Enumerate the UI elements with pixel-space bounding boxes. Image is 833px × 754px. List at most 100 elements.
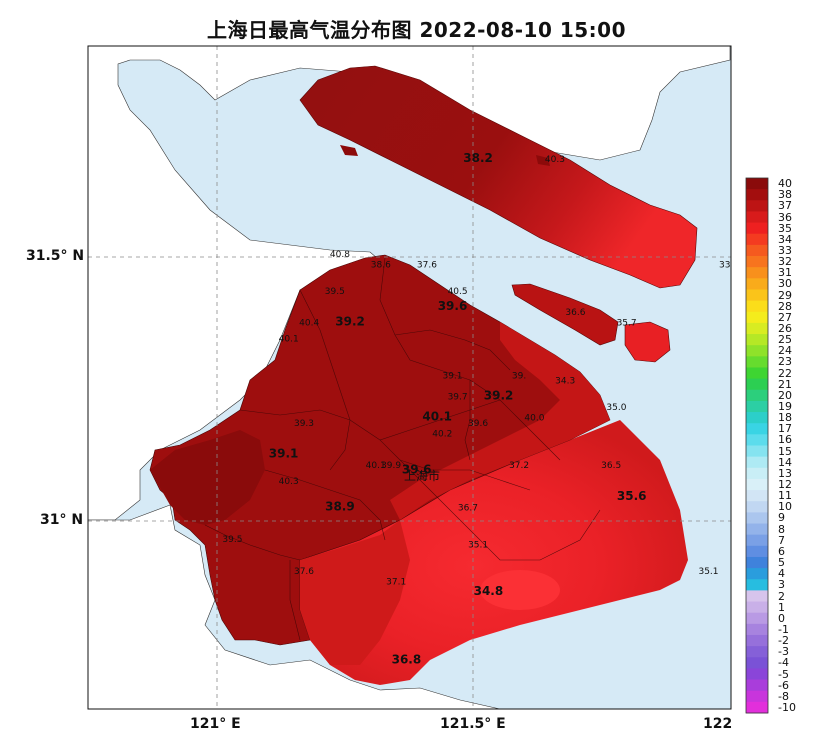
station-label: 40.4 (299, 319, 319, 329)
colorbar-cell (746, 289, 768, 302)
outside-land-north (88, 46, 731, 521)
lat-label-31: 31° N (40, 512, 84, 528)
colorbar-cell (746, 501, 768, 513)
station-label: 36.5 (601, 461, 621, 471)
colorbar-tick-label: 6 (778, 544, 785, 558)
colorbar-cell (746, 345, 768, 357)
station-label: 38.6 (371, 261, 391, 271)
station-label: 39.6 (468, 419, 488, 429)
station-label: 36.7 (458, 503, 478, 513)
colorbar-cell (746, 590, 768, 602)
station-labels: 38.2 40.3 33.7 40.8 38.6 37.6 40.5 39.5 39.2 39.6… (222, 151, 739, 667)
station-label: 39.3 (294, 419, 314, 429)
changxing-island (511, 283, 619, 346)
colorbar-tick-label: 26 (778, 322, 792, 335)
station-label: 39.6 (438, 299, 468, 313)
colorbar-cell (746, 556, 768, 569)
colorbar-frame (745, 177, 769, 714)
colorbar-tick-label: -6 (778, 678, 789, 692)
colorbar-tick-label: 15 (778, 444, 792, 458)
colorbar-cell (746, 211, 768, 223)
map-area: 上海市 38.2 40.3 33.7 40.8 38.6 37.6 40.5 39.5 39.2… (88, 46, 739, 709)
district-boundaries (204, 257, 601, 641)
colorbar-cell (746, 278, 768, 290)
station-label: 36.6 (565, 308, 585, 318)
colorbar-tick-label: 19 (778, 400, 792, 413)
colorbar-cell (746, 311, 768, 324)
station-label: 40.2 (432, 430, 452, 440)
station-label: 37.1 (386, 577, 406, 587)
map-title: 上海日最高气温分布图 2022-08-10 15:00 (206, 18, 627, 42)
colorbar-tick-label: 21 (778, 377, 792, 391)
colorbar-tick-label: 32 (778, 255, 792, 269)
colorbar-tick-label: 1 (778, 600, 785, 614)
station-label: 39.1 (269, 447, 299, 461)
lon-label-122: 122 (703, 716, 733, 732)
station-label: 39. (512, 371, 526, 381)
station-label: 40.1 (279, 335, 299, 345)
colorbar-cell (746, 300, 768, 313)
colorbar-cell (746, 490, 768, 502)
colorbar-tick-label: 38 (778, 188, 792, 202)
colorbar-cell (746, 512, 768, 524)
colorbar-tick-label: 25 (778, 333, 792, 347)
colorbar-cell (746, 233, 768, 246)
colorbar-cell (746, 478, 768, 491)
station-label: 37.2 (509, 461, 529, 471)
colorbar-tick-label: 30 (778, 277, 792, 291)
mainland-band-east (390, 322, 610, 520)
station-label: 40.8 (330, 250, 350, 260)
colorbar-cell (746, 568, 768, 580)
station-label: 34.3 (555, 377, 575, 387)
colorbar-cell (746, 256, 768, 268)
colorbar-tick-label: -5 (778, 667, 789, 681)
colorbar-tick-label: 14 (778, 455, 792, 469)
colorbar-tick-label: 2 (778, 589, 785, 603)
colorbar-cell (746, 523, 768, 536)
colorbar-tick-label: 29 (778, 288, 792, 302)
map-frame (87, 45, 732, 710)
colorbar-tick-label: 28 (778, 299, 792, 313)
station-label: 39.7 (448, 393, 468, 403)
lon-label-121-5: 121.5° E (440, 716, 506, 732)
colorbar-tick-label: 3 (778, 578, 785, 592)
colorbar-tick-label: 35 (778, 221, 792, 235)
station-label: 38.2 (463, 151, 493, 165)
colorbar-cell (746, 222, 768, 235)
colorbar-tick-label: 20 (778, 388, 792, 402)
station-label: 40.1 (366, 461, 386, 471)
station-label: 34.8 (474, 584, 504, 598)
colorbar-tick-label: 5 (778, 556, 785, 569)
station-label: 38.9 (325, 499, 355, 513)
colorbar-cell (746, 356, 768, 368)
station-label: 40.5 (448, 287, 468, 297)
colorbar-tick-label: -2 (778, 634, 789, 648)
colorbar-cell (746, 467, 768, 480)
station-label: 39.9 (381, 461, 401, 471)
chongming-island (299, 65, 698, 289)
colorbar-tick-label: 27 (778, 310, 792, 324)
station-label: 39.2 (335, 315, 365, 329)
colorbar-cell (746, 456, 768, 469)
station-label: 33.7 (719, 261, 739, 271)
hengsha-island (624, 321, 671, 363)
station-label: 35.1 (468, 540, 488, 550)
station-label: 36.8 (392, 653, 422, 667)
station-label: 40.3 (545, 155, 565, 165)
lon-label-121: 121° E (190, 716, 241, 732)
mainland-band-south (300, 520, 410, 665)
mainland-core-west (150, 430, 265, 525)
colorbar-cell (746, 189, 768, 201)
colorbar-tick-label: 7 (778, 533, 785, 547)
colorbar-cell (746, 679, 768, 692)
colorbar-tick-label: 12 (778, 478, 792, 491)
colorbar-cell (746, 657, 768, 669)
station-label: 40.0 (524, 414, 544, 424)
station-label: 39.6 (402, 463, 432, 477)
colorbar-tick-label: 10 (778, 500, 792, 514)
colorbar-cell (746, 178, 768, 190)
colorbar-tick-label: 40 (778, 177, 792, 191)
colorbar-cell (746, 634, 768, 647)
hotspot-south (480, 570, 560, 610)
